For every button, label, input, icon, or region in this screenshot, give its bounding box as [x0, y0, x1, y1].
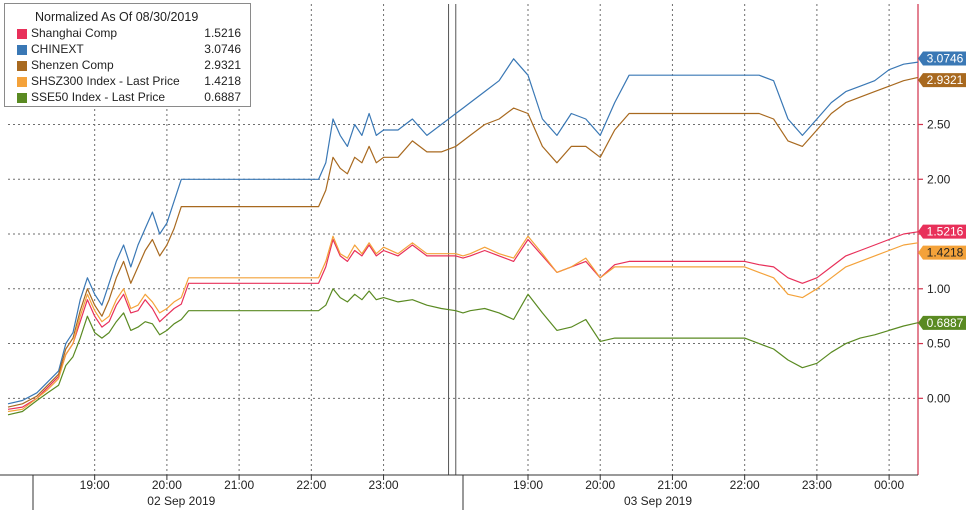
legend-entry-shsz300: SHSZ300 Index - Last Price 1.4218 [17, 74, 245, 90]
legend-series-name: SHSZ300 Index - Last Price [31, 74, 180, 88]
last-value-tag [918, 51, 966, 66]
y-tick-label: 0.00 [927, 391, 951, 405]
legend-swatch [17, 29, 27, 39]
x-tick-label: 20:00 [585, 478, 615, 492]
series-line-4 [7, 288, 919, 416]
legend-series-value: 3.0746 [204, 42, 241, 56]
y-tick-label: 2.00 [927, 172, 951, 186]
legend: Normalized As Of 08/30/2019 Shanghai Com… [4, 3, 251, 107]
legend-swatch [17, 61, 27, 71]
legend-swatch [17, 77, 27, 87]
series-line-3 [7, 235, 919, 413]
legend-entry-shenzen: Shenzen Comp 2.9321 [17, 58, 245, 74]
series-line-2 [7, 76, 919, 408]
legend-series-value: 2.9321 [204, 58, 241, 72]
x-tick-label: 00:00 [874, 478, 904, 492]
legend-series-name: Shenzen Comp [31, 58, 114, 72]
x-tick-label: 23:00 [369, 478, 399, 492]
last-value-label: 2.9321 [927, 73, 964, 87]
series-line-0 [7, 231, 919, 410]
legend-entry-sse50: SSE50 Index - Last Price 0.6887 [17, 90, 245, 106]
y-tick-label: 2.50 [927, 117, 951, 131]
last-value-label: 0.6887 [927, 316, 964, 330]
x-tick-label: 20:00 [152, 478, 182, 492]
x-tick-label: 19:00 [80, 478, 110, 492]
legend-series-value: 0.6887 [204, 90, 241, 104]
x-tick-label: 22:00 [730, 478, 760, 492]
last-value-tag [918, 245, 966, 260]
legend-series-name: Shanghai Comp [31, 26, 118, 40]
x-date-label: 03 Sep 2019 [624, 494, 692, 508]
y-tick-label: 0.50 [927, 337, 951, 351]
y-tick-label: 1.00 [927, 282, 951, 296]
last-value-tag [918, 315, 966, 330]
chart-title: Normalized As Of 08/30/2019 [35, 10, 199, 24]
x-tick-label: 23:00 [802, 478, 832, 492]
legend-swatch [17, 93, 27, 103]
last-value-tag [918, 73, 966, 88]
legend-entry-shanghai: Shanghai Comp 1.5216 [17, 26, 245, 42]
legend-series-value: 1.5216 [204, 26, 241, 40]
last-value-label: 1.5216 [927, 225, 964, 239]
x-tick-label: 21:00 [224, 478, 254, 492]
legend-entry-chinext: CHINEXT 3.0746 [17, 42, 245, 58]
series-line-1 [7, 58, 919, 405]
last-value-label: 3.0746 [927, 52, 964, 66]
legend-series-name: CHINEXT [31, 42, 84, 56]
last-value-tag [918, 224, 966, 239]
x-tick-label: 21:00 [657, 478, 687, 492]
x-tick-label: 22:00 [296, 478, 326, 492]
last-value-label: 1.4218 [927, 246, 964, 260]
x-date-label: 02 Sep 2019 [147, 494, 215, 508]
legend-series-value: 1.4218 [204, 74, 241, 88]
legend-swatch [17, 45, 27, 55]
legend-series-name: SSE50 Index - Last Price [31, 90, 166, 104]
x-tick-label: 19:00 [513, 478, 543, 492]
